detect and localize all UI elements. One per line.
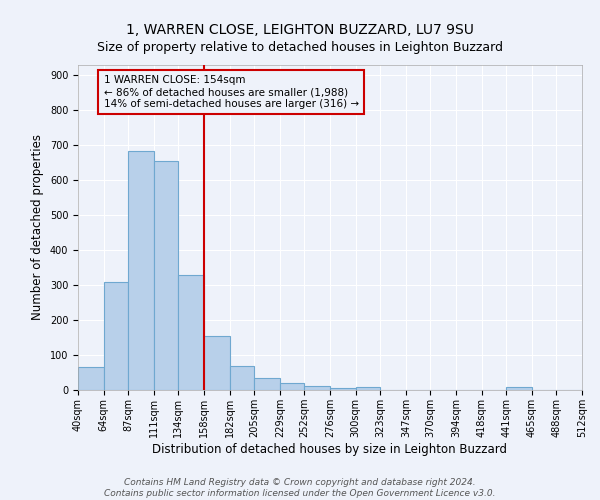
Bar (104, 282, 128, 390)
Bar (356, 387, 380, 390)
Bar (280, 383, 304, 390)
Text: Contains HM Land Registry data © Crown copyright and database right 2024.
Contai: Contains HM Land Registry data © Crown c… (104, 478, 496, 498)
Bar (506, 387, 532, 390)
Bar (204, 336, 230, 390)
Text: 1, WARREN CLOSE, LEIGHTON BUZZARD, LU7 9SU: 1, WARREN CLOSE, LEIGHTON BUZZARD, LU7 9… (126, 22, 474, 36)
X-axis label: Distribution of detached houses by size in Leighton Buzzard: Distribution of detached houses by size … (152, 442, 508, 456)
Bar (78, 368, 104, 390)
Bar (230, 366, 254, 390)
Text: Size of property relative to detached houses in Leighton Buzzard: Size of property relative to detached ho… (97, 41, 503, 54)
Bar (178, 274, 204, 390)
Bar (128, 150, 154, 390)
Text: 1 WARREN CLOSE: 154sqm
← 86% of detached houses are smaller (1,988)
14% of semi-: 1 WARREN CLOSE: 154sqm ← 86% of detached… (104, 76, 359, 108)
Bar (330, 388, 356, 390)
Y-axis label: Number of detached properties: Number of detached properties (31, 134, 44, 320)
Bar (304, 386, 330, 390)
Bar (154, 161, 178, 390)
Bar (254, 378, 280, 390)
